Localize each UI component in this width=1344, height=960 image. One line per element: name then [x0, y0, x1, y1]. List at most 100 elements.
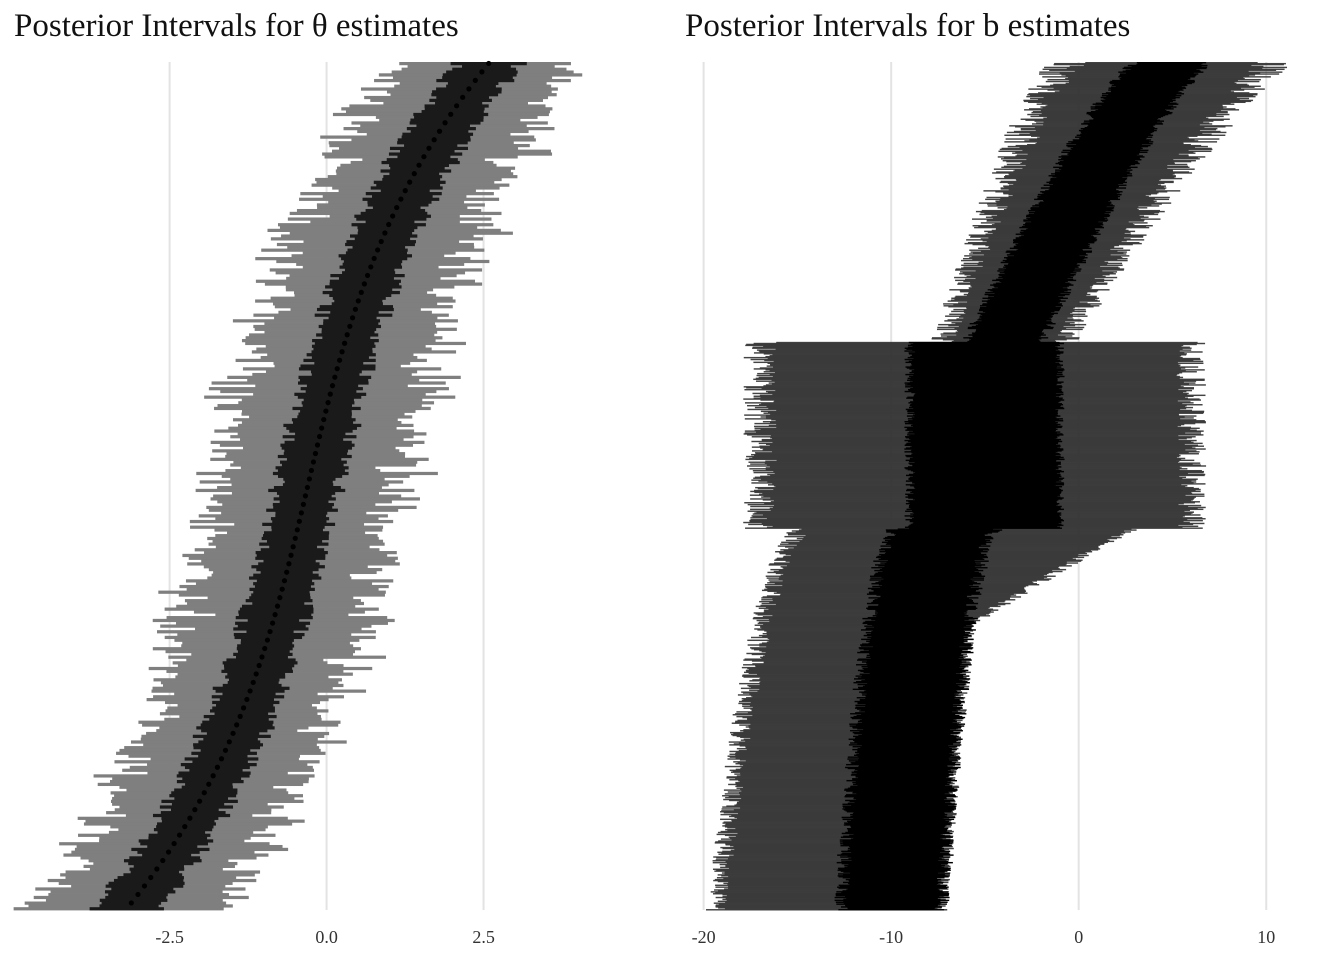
- theta-inner-interval: [192, 734, 271, 738]
- b-outer-interval: [742, 716, 955, 719]
- b-inner-interval: [852, 726, 962, 728]
- b-outer-interval: [745, 746, 951, 748]
- b-outer-interval: [723, 812, 954, 814]
- b-inner-interval: [839, 885, 947, 887]
- b-inner-interval: [1121, 77, 1191, 79]
- theta-median-point: [411, 171, 417, 177]
- b-inner-interval: [879, 568, 979, 571]
- theta-inner-interval: [273, 505, 333, 510]
- b-inner-interval: [850, 762, 957, 764]
- b-inner-interval: [881, 541, 992, 544]
- theta-inner-interval: [331, 302, 383, 306]
- b-inner-interval: [855, 675, 970, 677]
- b-inner-interval: [1004, 269, 1075, 271]
- b-inner-interval: [1066, 144, 1151, 147]
- b-outer-interval: [736, 801, 951, 804]
- b-outer-interval: [752, 706, 955, 708]
- b-outer-interval: [720, 813, 957, 816]
- b-inner-interval: [1006, 250, 1093, 252]
- b-outer-interval: [737, 762, 961, 764]
- theta-inner-interval: [325, 285, 402, 289]
- b-inner-interval: [912, 522, 1059, 525]
- b-inner-interval: [907, 469, 1056, 471]
- b-inner-interval: [905, 493, 1060, 495]
- b-inner-interval: [838, 887, 948, 889]
- b-inner-interval: [860, 644, 973, 646]
- theta-inner-interval: [421, 110, 484, 114]
- theta-inner-interval: [251, 593, 311, 597]
- theta-median-point: [272, 612, 278, 618]
- theta-inner-interval: [252, 601, 305, 606]
- b-inner-interval: [850, 716, 966, 719]
- b-inner-interval: [1094, 107, 1171, 109]
- b-inner-interval: [908, 495, 1058, 497]
- b-outer-interval: [714, 878, 950, 881]
- b-inner-interval: [867, 666, 960, 669]
- b-inner-interval: [904, 390, 1063, 393]
- b-inner-interval: [908, 389, 1062, 392]
- b-inner-interval: [853, 833, 941, 836]
- b-inner-interval: [867, 636, 968, 639]
- theta-inner-interval: [89, 907, 164, 911]
- b-inner-interval: [996, 278, 1074, 281]
- b-inner-interval: [1072, 139, 1152, 141]
- b-outer-interval: [727, 829, 952, 832]
- b-inner-interval: [981, 320, 1047, 322]
- b-inner-interval: [904, 426, 1062, 429]
- b-inner-interval: [911, 363, 1061, 365]
- b-inner-interval: [875, 611, 968, 613]
- b-inner-interval: [982, 297, 1068, 299]
- b-inner-interval: [980, 313, 1054, 316]
- b-inner-interval: [910, 485, 1056, 487]
- b-inner-interval: [859, 691, 963, 693]
- b-inner-interval: [907, 427, 1056, 430]
- b-inner-interval: [835, 901, 948, 903]
- b-inner-interval: [1050, 185, 1119, 187]
- b-outer-interval: [756, 619, 981, 622]
- b-outer-interval: [716, 877, 938, 879]
- b-inner-interval: [1127, 64, 1208, 67]
- b-outer-interval: [725, 843, 951, 845]
- theta-tick-label: 0.0: [315, 927, 338, 947]
- b-inner-interval: [909, 463, 1061, 465]
- theta-inner-interval: [201, 729, 268, 733]
- b-inner-interval: [912, 345, 1056, 348]
- b-outer-interval: [728, 741, 962, 743]
- b-inner-interval: [883, 578, 971, 580]
- theta-inner-interval: [234, 635, 303, 640]
- b-inner-interval: [890, 538, 986, 541]
- b-inner-interval: [1023, 220, 1108, 222]
- theta-inner-interval: [169, 794, 237, 798]
- b-inner-interval: [1101, 93, 1185, 95]
- theta-inner-interval: [270, 517, 330, 521]
- b-inner-interval: [909, 368, 1064, 370]
- theta-median-point: [298, 510, 304, 516]
- b-inner-interval: [908, 420, 1064, 422]
- b-inner-interval: [1051, 173, 1133, 175]
- b-inner-interval: [861, 638, 974, 641]
- b-inner-interval: [858, 647, 974, 649]
- b-inner-interval: [865, 628, 972, 630]
- b-inner-interval: [1026, 215, 1110, 218]
- theta-inner-interval: [157, 830, 206, 835]
- b-outer-interval: [718, 840, 954, 842]
- theta-inner-interval: [233, 627, 309, 631]
- b-inner-interval: [1123, 66, 1208, 69]
- theta-inner-interval: [263, 534, 329, 538]
- b-inner-interval: [835, 893, 950, 895]
- b-inner-interval: [867, 682, 956, 685]
- b-inner-interval: [852, 746, 958, 748]
- b-inner-interval: [855, 780, 948, 783]
- b-outer-interval: [735, 721, 961, 723]
- b-inner-interval: [1101, 94, 1182, 97]
- b-inner-interval: [836, 903, 947, 905]
- b-outer-interval: [729, 750, 956, 753]
- theta-median-point: [375, 247, 381, 253]
- b-outer-interval: [724, 793, 951, 795]
- b-inner-interval: [1137, 62, 1203, 65]
- theta-inner-interval: [182, 777, 242, 781]
- b-inner-interval: [834, 899, 950, 902]
- theta-median-point: [192, 807, 198, 813]
- b-inner-interval: [912, 470, 1065, 473]
- b-inner-interval: [911, 354, 1057, 356]
